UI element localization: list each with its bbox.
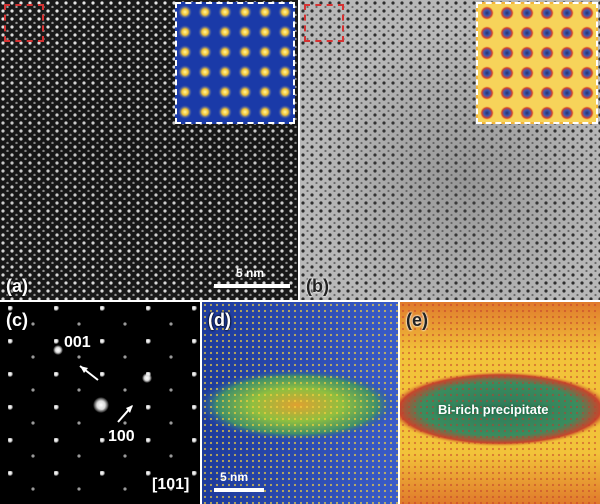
precipitate-annotation: Bi-rich precipitate (438, 402, 549, 417)
inset-abf-columns (478, 4, 596, 122)
inset-haadf-zoom (175, 2, 295, 124)
panel-e-color-map: (e) Bi-rich precipitate (400, 302, 600, 504)
panel-d-label: (d) (208, 310, 231, 330)
panel-c-label: (c) (6, 310, 28, 330)
spot-100-label: 100 (108, 428, 135, 445)
map-e (400, 302, 600, 504)
panel-a-label: (a) (6, 276, 28, 296)
map-d (202, 302, 398, 504)
scale-bar-a-label: 5 nm (236, 266, 265, 280)
panel-d-color-map: (d) 5 nm (202, 302, 398, 504)
scale-bar-a (214, 284, 290, 288)
scale-bar-d (214, 488, 264, 492)
panel-c-diffraction-pattern: (c) 001 100 [101] (0, 302, 200, 504)
inset-abf-zoom (476, 2, 598, 124)
spot-001-label: 001 (64, 334, 91, 351)
panel-b-abf-image: (b) (300, 0, 600, 300)
scale-bar-d-label: 5 nm (220, 470, 249, 484)
panel-a-haadf-image: (a) 5 nm (0, 0, 298, 300)
region-of-interest-box (4, 4, 44, 42)
inset-atom-columns (177, 4, 293, 122)
region-of-interest-box (304, 4, 344, 42)
diffraction-spots (0, 302, 200, 504)
zone-axis-label: [101] (152, 476, 190, 493)
panel-e-label: (e) (406, 310, 428, 330)
panel-b-label: (b) (306, 276, 329, 296)
